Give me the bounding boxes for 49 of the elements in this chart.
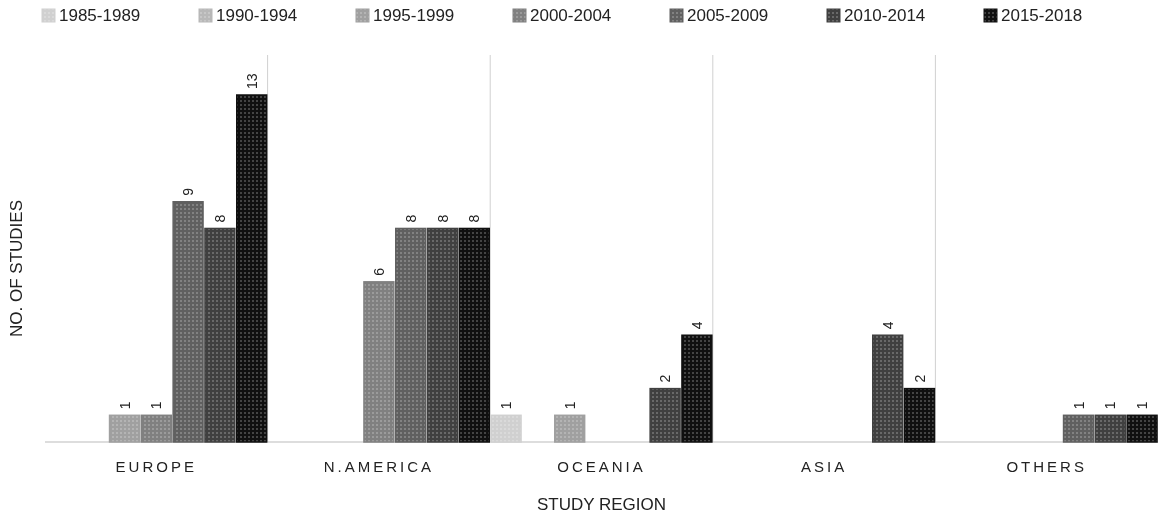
bar (681, 334, 713, 443)
bar (1126, 414, 1158, 443)
data-label: 4 (879, 321, 896, 330)
data-label: 1 (498, 401, 515, 410)
legend-label: 2010-2014 (844, 6, 926, 25)
x-tick-label: EUROPE (115, 458, 197, 475)
bar (108, 414, 141, 443)
data-label: 1 (116, 401, 133, 410)
y-axis-title: NO. OF STUDIES (7, 200, 26, 337)
data-label: 9 (180, 187, 197, 196)
legend-label: 2005-2009 (687, 6, 769, 25)
bar (236, 94, 268, 443)
data-label: 6 (370, 267, 387, 276)
bar (554, 414, 586, 443)
bar (649, 387, 681, 443)
data-label: 8 (434, 214, 451, 223)
data-label: 2 (911, 374, 928, 383)
data-label: 1 (1134, 401, 1151, 410)
bar (172, 201, 204, 443)
data-label: 1 (148, 401, 165, 410)
legend-label: 1985-1989 (59, 6, 141, 25)
data-label: 4 (688, 321, 705, 330)
legend-label: 1995-1999 (373, 6, 455, 25)
legend-label: 1990-1994 (216, 6, 298, 25)
bar (1062, 414, 1095, 443)
data-label: 1 (1102, 401, 1119, 410)
legend-label: 2000-2004 (530, 6, 612, 25)
bar (426, 227, 459, 443)
bar (140, 414, 172, 443)
data-label: 2 (657, 374, 674, 383)
data-label: 8 (466, 214, 483, 223)
x-axis-title: STUDY REGION (536, 495, 667, 514)
bar (872, 334, 904, 443)
legend-label: 2015-2018 (1001, 6, 1083, 25)
x-tick-label: OCEANIA (557, 458, 646, 475)
x-tick-label: OTHERS (1006, 458, 1087, 475)
data-label: 1 (561, 401, 578, 410)
bar (1094, 414, 1126, 443)
bar (204, 227, 236, 443)
data-label: 8 (402, 214, 419, 223)
x-tick-label: ASIA (801, 458, 848, 475)
data-label: 8 (211, 214, 228, 223)
data-label: 1 (1070, 401, 1087, 410)
x-tick-label: N.AMERICA (323, 458, 435, 475)
bar (903, 387, 936, 443)
bar (458, 227, 490, 443)
bar (363, 281, 395, 443)
data-label: 13 (243, 73, 260, 89)
bar (395, 227, 427, 443)
